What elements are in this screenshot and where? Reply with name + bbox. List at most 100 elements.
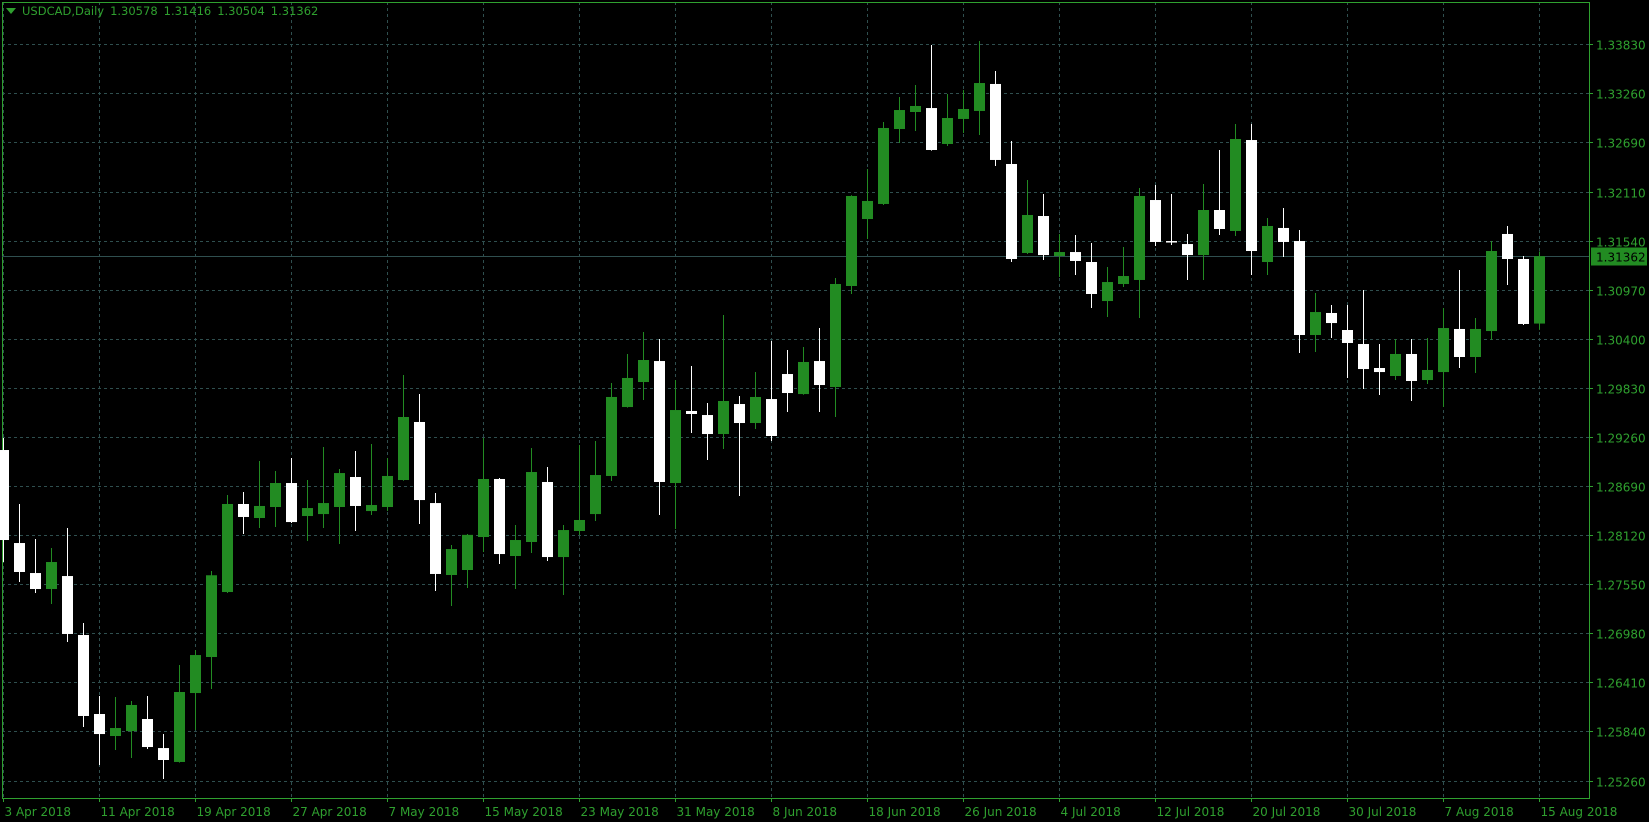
- candle-body: [702, 415, 713, 435]
- candle-body: [430, 503, 441, 574]
- candle-body: [862, 200, 873, 220]
- candle-body: [574, 519, 585, 531]
- bull-candle: [446, 545, 457, 607]
- bull-candle: [622, 353, 633, 408]
- bear-candle: [414, 394, 425, 525]
- bull-candle: [1022, 179, 1033, 255]
- grid: [2, 2, 1590, 799]
- candle-body: [942, 118, 953, 144]
- bear-candle: [782, 350, 793, 413]
- high-value: 1.31416: [163, 4, 212, 18]
- bull-candle: [1534, 251, 1545, 330]
- bear-candle: [1518, 255, 1529, 326]
- candle-body: [1406, 353, 1417, 381]
- candle-body: [734, 404, 745, 424]
- bull-candle: [1262, 217, 1273, 275]
- time-axis: 3 Apr 2018 11 Apr 2018 19 Apr 2018 27 Apr 2…: [3, 798, 1618, 819]
- price-tick-label: 1.30400: [1596, 334, 1646, 348]
- candle-body: [830, 284, 841, 387]
- candle-body: [1182, 244, 1193, 256]
- candle-body: [1422, 369, 1433, 381]
- price-tick-label: 1.28120: [1596, 530, 1646, 544]
- candle-body: [990, 83, 1001, 160]
- candle-body: [142, 718, 153, 748]
- candle-body: [670, 410, 681, 484]
- time-tick-label: 18 Jun 2018: [869, 805, 941, 819]
- bull-candle: [878, 121, 889, 206]
- bull-candle: [942, 94, 953, 147]
- bull-candle: [254, 461, 265, 528]
- bear-candle: [1182, 233, 1193, 280]
- candle-body: [926, 108, 937, 150]
- candle-body: [1534, 256, 1545, 324]
- bull-candle: [638, 331, 649, 400]
- bear-candle: [1278, 208, 1289, 258]
- candle-body: [462, 534, 473, 571]
- low-value: 1.30504: [217, 4, 265, 18]
- bull-candle: [334, 469, 345, 545]
- candle-body: [782, 374, 793, 394]
- candle-body: [974, 83, 985, 111]
- time-tick-label: 15 Aug 2018: [1541, 805, 1618, 819]
- bull-candle: [862, 168, 873, 239]
- time-tick-label: 30 Jul 2018: [1349, 805, 1417, 819]
- bull-candle: [270, 470, 281, 528]
- candle-body: [238, 503, 249, 517]
- price-tick-label: 1.30970: [1596, 285, 1646, 299]
- bull-candle: [510, 525, 521, 590]
- candle-body: [1150, 200, 1161, 242]
- price-tick-label: 1.32110: [1596, 187, 1646, 201]
- time-tick-label: 19 Apr 2018: [197, 805, 271, 819]
- bull-candle: [1102, 266, 1113, 318]
- bull-candle: [1438, 307, 1449, 408]
- candle-body: [1006, 164, 1017, 259]
- bull-candle: [462, 534, 473, 588]
- candle-body: [1454, 328, 1465, 357]
- candle-body: [1326, 312, 1337, 324]
- candle-body: [382, 475, 393, 508]
- bear-candle: [1406, 339, 1417, 402]
- time-tick-label: 15 May 2018: [485, 805, 563, 819]
- bull-candle: [206, 570, 217, 689]
- candle-body: [798, 361, 809, 395]
- bull-candle: [1422, 338, 1433, 384]
- bear-candle: [1214, 149, 1225, 236]
- price-tick-label: 1.25260: [1596, 776, 1646, 790]
- bull-candle: [126, 701, 137, 759]
- candle-body: [1358, 344, 1369, 370]
- bear-candle: [1454, 270, 1465, 369]
- time-tick-label: 12 Jul 2018: [1157, 805, 1225, 819]
- candle-body: [686, 410, 697, 414]
- bull-candle: [1390, 339, 1401, 381]
- candle-body: [302, 508, 313, 517]
- bull-candle: [1134, 187, 1145, 318]
- time-tick-label: 20 Jul 2018: [1253, 805, 1321, 819]
- bear-candle: [430, 492, 441, 591]
- candle-body: [510, 540, 521, 557]
- bull-candle: [1230, 124, 1241, 237]
- candle-body: [62, 576, 73, 634]
- bear-candle: [1150, 184, 1161, 247]
- candle-body: [1438, 328, 1449, 373]
- bear-candle: [686, 366, 697, 433]
- candle-body: [718, 401, 729, 435]
- candle-body: [1518, 258, 1529, 324]
- price-tick-label: 1.33260: [1596, 88, 1646, 102]
- candle-body: [318, 503, 329, 515]
- triangle-down-icon[interactable]: [6, 8, 16, 14]
- candle-body: [1294, 241, 1305, 335]
- candle-body: [1278, 227, 1289, 242]
- bear-candle: [30, 538, 41, 594]
- time-tick-label: 23 May 2018: [581, 805, 659, 819]
- candle-body: [526, 472, 537, 542]
- bear-candle: [1374, 344, 1385, 395]
- bull-candle: [190, 650, 201, 730]
- current-price-tag: [1591, 247, 1647, 266]
- time-tick-label: 7 May 2018: [389, 805, 460, 819]
- candle-body: [750, 396, 761, 424]
- bear-candle: [542, 467, 553, 561]
- bull-candle: [1198, 184, 1209, 280]
- candle-body: [46, 562, 57, 590]
- bull-candle: [910, 85, 921, 131]
